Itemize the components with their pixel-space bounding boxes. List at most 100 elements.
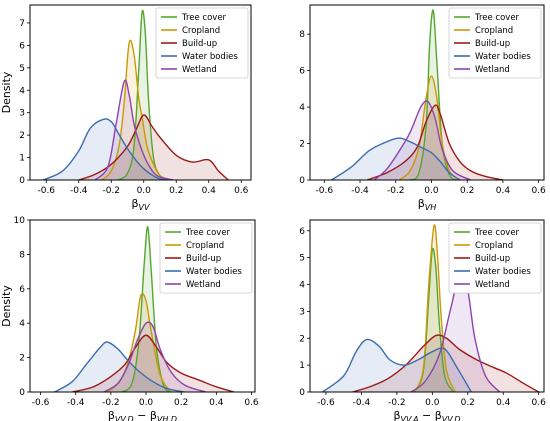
legend-entry: Wetland <box>186 280 221 290</box>
y-tick-label: 2 <box>19 354 25 364</box>
legend-entry: Cropland <box>182 26 220 36</box>
y-tick-label: 2 <box>19 131 25 141</box>
y-tick-label: 4 <box>19 319 25 329</box>
density-fill-series-2 <box>367 105 503 180</box>
x-tick-label: 0.2 <box>174 398 188 408</box>
x-tick-label: -0.4 <box>70 186 88 196</box>
y-tick-label: 3 <box>19 109 25 119</box>
chart-panel-top-left: -0.6 -0.4 -0.2 0.0 0.2 0.4 0.6 0 1 2 3 4 5 6 7 Density β… <box>0 4 252 212</box>
legend-frame <box>155 7 249 79</box>
y-tick-label: 8 <box>299 30 305 40</box>
x-tick-label: 0.2 <box>169 186 183 196</box>
legend: Tree cover Cropland Build-up Water bodies We… <box>448 222 542 294</box>
legend-entry: Build-up <box>186 254 221 264</box>
y-tick-label: 0 <box>299 388 305 398</box>
legend-entry: Cropland <box>475 241 513 251</box>
x-tick-label: -0.6 <box>316 186 334 196</box>
x-tick-label: 0.2 <box>461 398 475 408</box>
y-tick-label: 5 <box>19 64 25 74</box>
density-fill-series-3 <box>43 118 167 180</box>
legend-entry: Build-up <box>475 39 510 49</box>
axes-frame <box>309 4 545 181</box>
density-fill-series-0 <box>121 226 171 392</box>
y-tick-label: 6 <box>299 67 305 77</box>
x-tick-label: -0.2 <box>387 186 405 196</box>
chart-panel-bottom-left: -0.6 -0.4 -0.2 0.0 0.2 0.4 0.6 0 2 4 6 8 10 Density βV… <box>0 216 259 421</box>
density-line-series-3 <box>54 341 185 392</box>
chart-panel-top-right: -0.6 -0.4 -0.2 0.0 0.2 0.4 0.6 0 2 4 6 8 βVH Tree cov… <box>299 4 546 212</box>
density-line-series-2 <box>366 104 504 180</box>
legend: Tree cover Cropland Build-up Water bodies We… <box>159 222 253 294</box>
legend-entry: Tree cover <box>474 13 520 23</box>
y-tick-label: 4 <box>19 86 25 96</box>
y-tick-label: 7 <box>19 19 25 29</box>
plot-area <box>42 9 229 180</box>
legend-entry: Tree cover <box>185 228 231 238</box>
x-tick-label: 0.0 <box>137 186 152 196</box>
plot-area <box>54 226 235 392</box>
y-tick-label: 0 <box>19 176 25 186</box>
legend: Tree cover Cropland Build-up Water bodies We… <box>448 7 542 79</box>
legend-frame <box>159 222 253 294</box>
y-tick-label: 6 <box>19 41 25 51</box>
x-tick-label: -0.6 <box>37 186 55 196</box>
density-fill-series-3 <box>331 138 461 180</box>
y-axis-label: Density <box>0 71 13 113</box>
legend-entry: Tree cover <box>181 13 227 23</box>
x-tick-label: -0.6 <box>32 398 50 408</box>
y-axis-label: Density <box>0 285 13 327</box>
x-tick-label: 0.4 <box>209 398 224 408</box>
x-tick-label: 0.0 <box>424 186 439 196</box>
x-tick-label: -0.2 <box>388 398 406 408</box>
density-fill-series-1 <box>101 40 170 180</box>
x-tick-label: 0.4 <box>496 186 511 196</box>
density-fill-series-2 <box>72 335 234 392</box>
density-fill-series-4 <box>95 80 173 180</box>
y-tick-label: 6 <box>19 285 25 295</box>
density-fill-series-0 <box>410 10 457 180</box>
density-fill-series-0 <box>117 10 170 180</box>
y-tick-label: 2 <box>299 334 305 344</box>
x-tick-label: 0.4 <box>496 398 511 408</box>
legend-entry: Build-up <box>182 39 217 49</box>
y-tick-label: 1 <box>19 154 25 164</box>
x-axis-label: βVV <box>132 197 151 212</box>
density-fill-series-3 <box>54 342 185 392</box>
axes-frame <box>309 219 545 393</box>
density-fill-series-3 <box>322 339 472 392</box>
density-line-series-1 <box>101 39 171 180</box>
density-line-series-0 <box>409 9 457 180</box>
y-tick-label: 3 <box>299 307 305 317</box>
x-tick-label: -0.4 <box>67 398 85 408</box>
x-tick-label: -0.4 <box>351 186 369 196</box>
legend-frame <box>448 7 542 79</box>
y-tick-label: 8 <box>19 250 25 260</box>
x-tick-label: 0.0 <box>425 398 440 408</box>
density-line-series-1 <box>398 75 461 180</box>
x-axis-label: βVV,A − βVV,D <box>393 409 460 421</box>
density-line-series-1 <box>413 224 457 392</box>
legend-entry: Build-up <box>475 254 510 264</box>
density-fill-series-4 <box>411 270 500 392</box>
x-tick-label: 0.6 <box>244 398 259 408</box>
density-line-series-2 <box>78 114 229 180</box>
x-tick-label: -0.4 <box>353 398 371 408</box>
y-tick-label: 5 <box>299 254 305 264</box>
density-line-series-4 <box>94 79 174 180</box>
legend-frame <box>448 222 542 294</box>
density-line-series-3 <box>321 338 472 392</box>
x-tick-label: 0.6 <box>532 398 547 408</box>
density-line-series-3 <box>331 137 461 180</box>
density-line-series-4 <box>103 321 206 392</box>
y-tick-label: 0 <box>299 176 305 186</box>
x-tick-label: 0.6 <box>234 186 249 196</box>
x-tick-label: -0.2 <box>102 186 120 196</box>
x-tick-label: -0.6 <box>317 398 335 408</box>
y-tick-label: 2 <box>299 140 305 150</box>
chart-panel-bottom-right: -0.6 -0.4 -0.2 0.0 0.2 0.4 0.6 0 1 2 3 4 5 6 βVV,A − β… <box>299 219 547 421</box>
y-tick-label: 10 <box>14 216 26 226</box>
x-tick-label: -0.2 <box>102 398 120 408</box>
y-tick-label: 1 <box>299 361 305 371</box>
density-fill-series-1 <box>399 76 461 180</box>
